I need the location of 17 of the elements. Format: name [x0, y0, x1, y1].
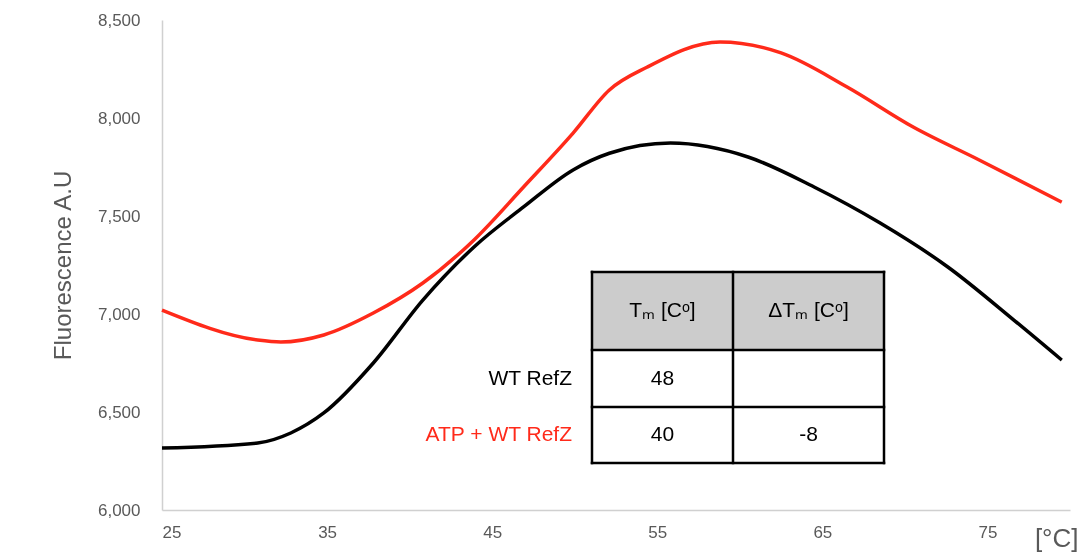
text: ATP + WT RefZ — [425, 422, 573, 445]
text: WT RefZ — [488, 365, 573, 389]
y-tick-label: 6,500 — [97, 402, 141, 422]
y-tick-label: 6,000 — [97, 500, 141, 520]
y-axis-title: Fluorescence A.U — [48, 170, 76, 361]
x-tick-label: 55 — [648, 522, 668, 542]
x-tick-label: 25 — [162, 522, 182, 542]
y-tick-label: 7,500 — [97, 206, 141, 226]
y-tick-label: 8,000 — [97, 108, 141, 128]
x-axis-title: [°C] — [1034, 522, 1079, 553]
x-tick-label: 75 — [978, 522, 998, 542]
y-tick-label: 8,500 — [97, 10, 141, 30]
x-tick-label: 65 — [813, 522, 833, 542]
x-tick-label: 35 — [318, 522, 338, 542]
y-tick-label: 7,000 — [97, 304, 141, 324]
line-series — [160, 40, 1064, 344]
x-tick-label: 45 — [483, 522, 503, 542]
